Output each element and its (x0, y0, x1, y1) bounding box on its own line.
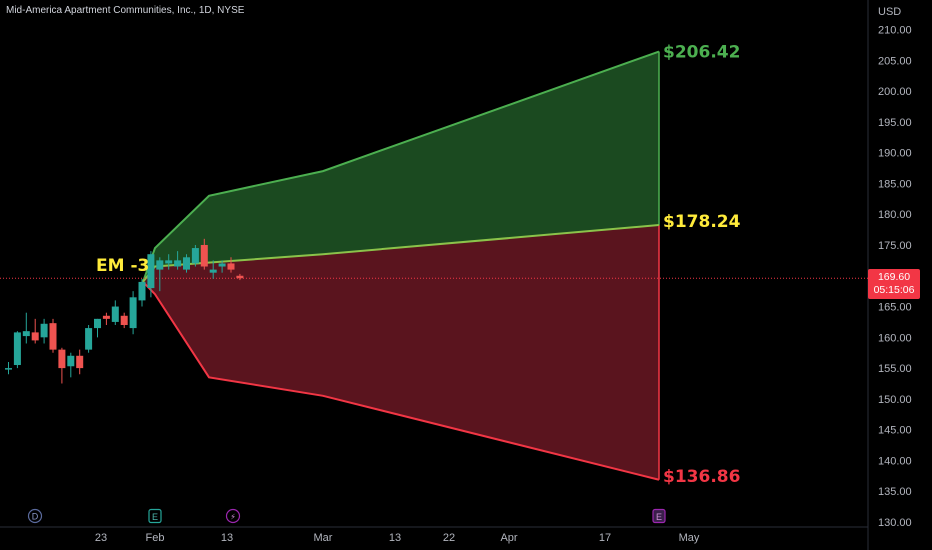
candle-body (183, 257, 190, 270)
event-marker: D (27, 508, 43, 524)
current-price-value: 169.60 (877, 271, 911, 283)
x-tick-label: 22 (443, 532, 455, 544)
mid-target-label: $178.24 (663, 212, 741, 232)
y-tick-label: 130.00 (878, 517, 912, 529)
expected-move-upper-zone (143, 51, 659, 282)
candle-body (218, 263, 226, 267)
candle-body (102, 315, 110, 319)
y-tick-label: 145.00 (878, 425, 912, 437)
countdown-timer: 05:15:06 (873, 284, 915, 296)
candle-body (156, 260, 164, 270)
y-tick-label: 165.00 (878, 302, 912, 314)
candle-body (5, 368, 12, 370)
y-tick-label: 195.00 (878, 117, 912, 129)
candle-body (147, 254, 155, 289)
y-tick-label: 160.00 (878, 332, 912, 344)
x-tick-label: May (679, 532, 700, 544)
y-tick-label: 200.00 (878, 86, 912, 98)
candle-body (111, 306, 119, 322)
current-price-badge: 169.60 05:15:06 (868, 269, 920, 299)
x-tick-label: Apr (500, 532, 517, 544)
chart-title: Mid-America Apartment Communities, Inc.,… (6, 5, 245, 16)
candle-body (209, 269, 217, 273)
candle-body (40, 323, 48, 338)
dividend-marker (27, 508, 43, 524)
y-tick-label: 135.00 (878, 486, 912, 498)
candle-body (165, 260, 173, 264)
candle-body (31, 332, 39, 341)
expected-move-lower-zone (143, 225, 659, 480)
candle-body (85, 328, 93, 350)
candle-body (174, 260, 182, 267)
x-tick-label: Mar (314, 532, 333, 544)
y-tick-label: 180.00 (878, 209, 912, 221)
candle-body (138, 281, 146, 301)
y-tick-label: 190.00 (878, 148, 912, 160)
y-tick-label: 185.00 (878, 178, 912, 190)
earnings-marker-letter: E (152, 512, 158, 522)
candle-body (227, 263, 235, 270)
y-tick-label: 140.00 (878, 455, 912, 467)
em-label: EM -3 (96, 256, 149, 276)
split-marker-icon: ⚡ (230, 513, 236, 522)
x-tick-label: 13 (389, 532, 401, 544)
earnings-marker-letter: E (656, 512, 662, 522)
currency-label: USD (878, 6, 901, 18)
x-tick-label: 17 (599, 532, 611, 544)
event-marker: ⚡ (225, 508, 241, 524)
event-marker: E (148, 508, 162, 524)
candle-body (94, 318, 101, 329)
candle-body (120, 315, 128, 326)
dividend-marker-letter: D (32, 512, 39, 522)
candle-body (67, 355, 75, 367)
y-tick-label: 175.00 (878, 240, 912, 252)
candle-body (22, 331, 30, 337)
earnings-marker (148, 508, 162, 524)
y-tick-label: 210.00 (878, 25, 912, 37)
candle-body (236, 275, 244, 279)
y-tick-label: 150.00 (878, 394, 912, 406)
candle-body (200, 244, 208, 267)
candle-body (58, 349, 66, 369)
x-tick-label: Feb (146, 532, 165, 544)
x-tick-label: 23 (95, 532, 107, 544)
y-tick-label: 155.00 (878, 363, 912, 375)
candle-body (76, 355, 84, 369)
candle-body (129, 297, 137, 329)
candle-body (49, 323, 57, 350)
candle-body (13, 332, 21, 366)
y-tick-label: 205.00 (878, 55, 912, 67)
earnings-marker (652, 508, 666, 524)
upper-target-label: $206.42 (663, 43, 740, 63)
candle-body (191, 248, 199, 264)
x-tick-label: 13 (221, 532, 233, 544)
split-marker (225, 508, 241, 524)
lower-target-label: $136.86 (663, 467, 740, 487)
event-marker: E (652, 508, 666, 524)
